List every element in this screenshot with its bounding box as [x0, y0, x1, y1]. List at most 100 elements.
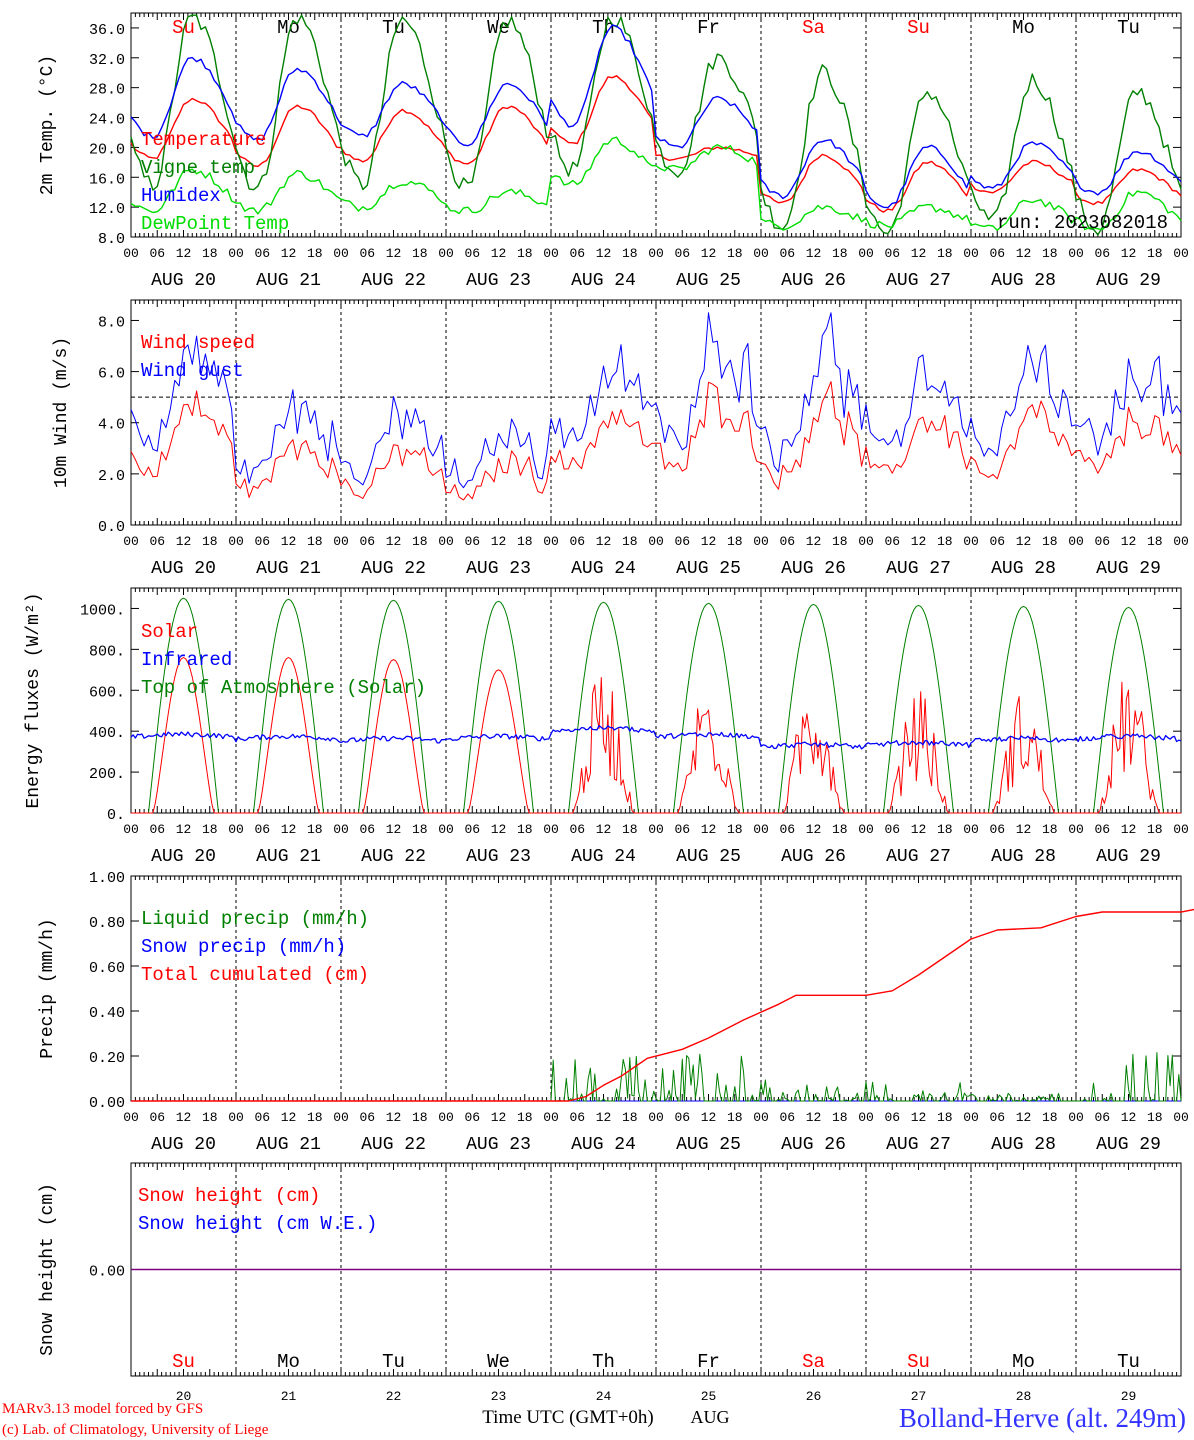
hour-tick-label: 18 — [1042, 822, 1058, 837]
day-number-label: 25 — [701, 1389, 717, 1404]
date-label: AUG 27 — [886, 847, 951, 867]
hour-tick-label: 06 — [149, 534, 165, 549]
day-number-label: 21 — [281, 1389, 297, 1404]
weekday-label: Mo — [277, 17, 300, 39]
hour-tick-label: 12 — [281, 534, 297, 549]
date-label: AUG 29 — [1096, 271, 1161, 291]
date-label: AUG 28 — [991, 271, 1056, 291]
hour-tick-label: 18 — [622, 822, 638, 837]
hour-tick-label: 06 — [1094, 246, 1110, 261]
legend-entry: Humidex — [141, 185, 221, 207]
footer-credit: (c) Lab. of Climatology, University of L… — [2, 1422, 269, 1438]
hour-tick-label: 06 — [779, 534, 795, 549]
hour-tick-label: 00 — [228, 246, 244, 261]
hour-tick-label: 12 — [701, 822, 717, 837]
hour-tick-label: 00 — [228, 822, 244, 837]
hour-tick-label: 00 — [543, 246, 559, 261]
hour-tick-label: 18 — [622, 1110, 638, 1125]
hour-tick-label: 00 — [543, 822, 559, 837]
hour-tick-label: 18 — [517, 822, 533, 837]
hour-tick-label: 18 — [622, 534, 638, 549]
hour-tick-label: 00 — [333, 246, 349, 261]
hour-tick-label: 18 — [517, 1110, 533, 1125]
series-line — [130, 14, 1182, 236]
date-label: AUG 26 — [781, 847, 846, 867]
hour-tick-label: 00 — [858, 246, 874, 261]
hour-tick-label: 18 — [832, 1110, 848, 1125]
hour-tick-label: 00 — [543, 534, 559, 549]
series-line — [130, 312, 1182, 489]
date-label: AUG 24 — [571, 271, 636, 291]
series-line — [130, 381, 1182, 501]
hour-tick-label: 18 — [832, 534, 848, 549]
hour-tick-label: 00 — [1068, 822, 1084, 837]
legend-entry: Liquid precip (mm/h) — [141, 908, 369, 930]
hour-tick-label: 18 — [622, 246, 638, 261]
hour-tick-label: 12 — [1016, 822, 1032, 837]
hour-tick-label: 12 — [1016, 534, 1032, 549]
hour-tick-label: 12 — [491, 534, 507, 549]
series-line — [130, 75, 1182, 213]
hour-tick-label: 06 — [359, 1110, 375, 1125]
y-axis-label: Energy fluxes (W/m²) — [24, 592, 44, 808]
hour-tick-label: 00 — [228, 534, 244, 549]
date-label: AUG 25 — [676, 847, 741, 867]
hour-tick-label: 12 — [281, 246, 297, 261]
hour-tick-label: 06 — [989, 534, 1005, 549]
date-label: AUG 23 — [466, 271, 531, 291]
hour-tick-label: 12 — [491, 246, 507, 261]
hour-tick-label: 00 — [1068, 246, 1084, 261]
hour-tick-label: 06 — [989, 1110, 1005, 1125]
hour-tick-label: 18 — [307, 534, 323, 549]
hour-tick-label: 18 — [727, 822, 743, 837]
hour-tick-label: 18 — [937, 534, 953, 549]
hour-tick-label: 12 — [1121, 246, 1137, 261]
hour-tick-label: 00 — [123, 534, 139, 549]
y-tick-label: 800. — [89, 643, 125, 660]
hour-tick-label: 00 — [753, 822, 769, 837]
hour-tick-label: 12 — [1121, 822, 1137, 837]
hour-tick-label: 00 — [1173, 1110, 1189, 1125]
hour-tick-label: 06 — [569, 822, 585, 837]
weekday-label: Su — [907, 1351, 930, 1373]
hour-tick-label: 12 — [911, 246, 927, 261]
date-label: AUG 23 — [466, 559, 531, 579]
hour-tick-label: 12 — [281, 822, 297, 837]
weekday-label: Fr — [697, 1351, 720, 1373]
hour-tick-label: 18 — [412, 534, 428, 549]
hour-tick-label: 06 — [674, 534, 690, 549]
x-axis-label: Time UTC (GMT+0h) — [482, 1407, 654, 1428]
date-label: AUG 27 — [886, 1135, 951, 1155]
hour-tick-label: 06 — [674, 1110, 690, 1125]
date-label: AUG 20 — [151, 559, 216, 579]
date-label: AUG 22 — [361, 559, 426, 579]
y-tick-label: 0.40 — [89, 1005, 125, 1022]
hour-tick-label: 12 — [911, 1110, 927, 1125]
hour-tick-label: 06 — [884, 1110, 900, 1125]
series-line — [130, 24, 1182, 209]
hour-tick-label: 06 — [884, 534, 900, 549]
hour-tick-label: 18 — [307, 1110, 323, 1125]
legend-entry: Temperature — [141, 129, 266, 151]
day-number-label: 23 — [491, 1389, 507, 1404]
y-tick-label: 6.0 — [98, 366, 125, 383]
date-label: AUG 22 — [361, 271, 426, 291]
date-label: AUG 23 — [466, 847, 531, 867]
hour-tick-label: 18 — [307, 246, 323, 261]
hour-tick-label: 12 — [596, 534, 612, 549]
date-label: AUG 25 — [676, 559, 741, 579]
y-tick-label: 1000. — [80, 602, 125, 619]
temperature-panel: 8.0 12.0 16.0 20.0 24.0 28.0 32.0 36.0 2m Temp. … — [38, 12, 1189, 291]
y-tick-label: 600. — [89, 684, 125, 701]
hour-tick-label: 00 — [438, 246, 454, 261]
y-tick-label: 400. — [89, 725, 125, 742]
run-label: run: 2023082018 — [997, 212, 1168, 234]
hour-tick-label: 00 — [963, 246, 979, 261]
hour-tick-label: 00 — [123, 1110, 139, 1125]
hour-tick-label: 06 — [1094, 534, 1110, 549]
day-number-label: 26 — [806, 1389, 822, 1404]
y-tick-label: 0.60 — [89, 960, 125, 977]
y-axis-label: Precip (mm/h) — [38, 918, 58, 1058]
hour-tick-label: 00 — [228, 1110, 244, 1125]
y-tick-label: 12.0 — [89, 201, 125, 218]
